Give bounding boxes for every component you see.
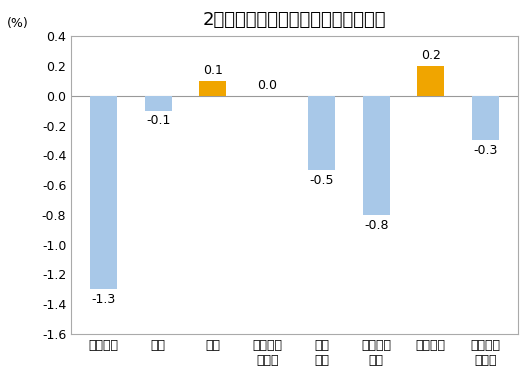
Text: 0.1: 0.1 <box>203 64 223 77</box>
Bar <box>90 96 117 289</box>
Text: -0.1: -0.1 <box>146 115 170 127</box>
Text: 0.2: 0.2 <box>421 49 441 62</box>
Bar <box>145 96 172 111</box>
Text: -0.3: -0.3 <box>473 144 497 157</box>
Bar <box>308 96 335 170</box>
Text: -0.5: -0.5 <box>309 174 334 187</box>
Text: 0.0: 0.0 <box>257 79 277 92</box>
Bar <box>199 81 226 96</box>
Bar <box>471 96 499 141</box>
Text: -0.8: -0.8 <box>364 218 388 232</box>
Title: 2月份居民消费价格分类别环比涨跌幅: 2月份居民消费价格分类别环比涨跌幅 <box>203 11 386 29</box>
Text: -1.3: -1.3 <box>92 293 116 306</box>
Bar <box>417 66 444 96</box>
Y-axis label: (%): (%) <box>7 17 29 30</box>
Bar <box>363 96 390 215</box>
